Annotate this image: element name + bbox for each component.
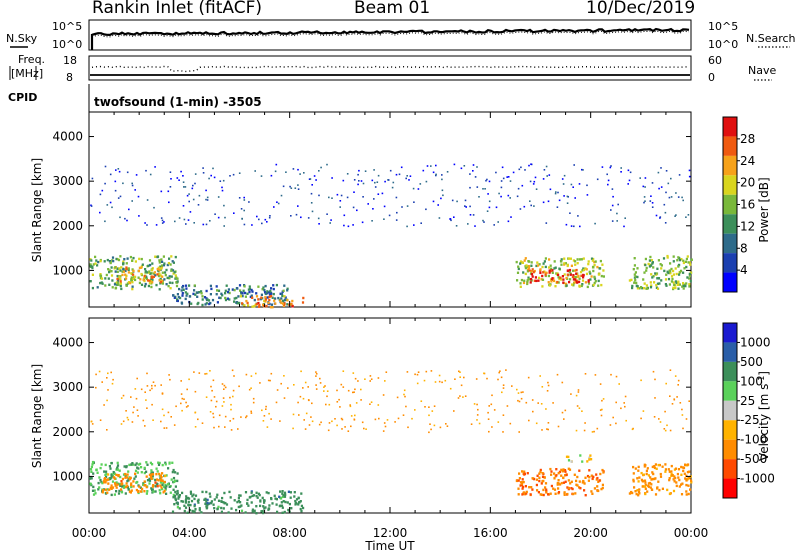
power-colorbar-label: Power [dB] xyxy=(757,177,771,242)
date-label: 10/Dec/2019 xyxy=(586,0,696,18)
colorbar-tick-label: 500 xyxy=(740,355,763,369)
freq-right-tick-top: 60 xyxy=(708,54,722,67)
ytick-label: 1000 xyxy=(52,263,83,277)
colorbar-swatch xyxy=(723,117,737,137)
xtick-label: 20:00 xyxy=(573,526,608,540)
colorbar-swatch xyxy=(723,400,737,421)
colorbar-swatch xyxy=(723,342,737,362)
power-scatter xyxy=(89,163,693,309)
colorbar-swatch xyxy=(723,361,737,382)
noise-right-tick-top: 10^5 xyxy=(708,20,738,33)
velocity-region-6 xyxy=(90,369,690,434)
velocity-scatter xyxy=(89,369,693,515)
xtick-label: 04:00 xyxy=(172,526,207,540)
colorbar-swatch xyxy=(723,478,737,498)
nave-label: Nave xyxy=(748,64,776,77)
nsky-label: N.Sky xyxy=(6,32,38,45)
colorbar-swatch xyxy=(723,136,737,156)
colorbar-swatch xyxy=(723,459,737,479)
cpid-text: twofsound (1-min) -3505 xyxy=(94,95,262,109)
velocity-ylabel: Slant Range [km] xyxy=(30,364,44,468)
colorbar-tick-label: 8 xyxy=(740,241,748,255)
power-region-4 xyxy=(515,257,605,289)
colorbar-tick-label: 28 xyxy=(740,132,755,146)
colorbar-swatch xyxy=(723,323,737,343)
ytick-label: 1000 xyxy=(52,469,83,483)
freq-left-tick-top: 18 xyxy=(63,54,77,67)
colorbar-swatch xyxy=(723,155,737,176)
time-xlabel: Time UT xyxy=(364,539,415,553)
colorbar-tick-label: 4 xyxy=(740,263,748,277)
velocity-region-1 xyxy=(101,472,167,494)
colorbar-tick-label: 25 xyxy=(740,394,755,408)
colorbar-tick-label: 1000 xyxy=(740,335,771,349)
power-ylabel: Slant Range [km] xyxy=(30,158,44,262)
power-region-3 xyxy=(239,295,305,309)
freq-label: Freq. xyxy=(18,53,45,66)
power-region-7 xyxy=(90,163,691,228)
colorbar-swatch xyxy=(723,253,737,273)
colorbar-tick-label: -500 xyxy=(740,452,767,466)
ytick-label: 4000 xyxy=(52,336,83,350)
colorbar-swatch xyxy=(723,214,737,234)
colorbar-tick-label: 20 xyxy=(740,176,755,190)
beam-label: Beam 01 xyxy=(354,0,431,18)
freq-trace xyxy=(91,65,689,73)
colorbar-swatch xyxy=(723,381,737,401)
ytick-label: 3000 xyxy=(52,380,83,394)
velocity-colorbar-label: Velocity [m s-1] xyxy=(757,371,772,461)
ytick-label: 4000 xyxy=(52,130,83,144)
colorbar-tick-label: 100 xyxy=(740,374,763,388)
colorbar-tick-label: -25 xyxy=(740,413,760,427)
colorbar-swatch xyxy=(723,175,737,195)
colorbar-tick-label: 24 xyxy=(740,154,755,168)
velocity-region-2 xyxy=(171,489,305,515)
power-region-2 xyxy=(172,283,289,307)
xtick-label: 00:00 xyxy=(72,526,107,540)
power-region-6 xyxy=(628,254,693,291)
freq-unit: [MHz] xyxy=(11,67,43,80)
power-panel: 1000 2000 3000 4000 Slant Range [km] 4 8 12 16… xyxy=(30,111,771,309)
velocity-region-4 xyxy=(565,454,593,463)
colorbar-swatch xyxy=(723,194,737,215)
noise-panel: N.Sky 10^5 10^0 10^5 10^0 N.Search xyxy=(6,19,796,51)
colorbar-swatch xyxy=(723,420,737,440)
noise-left-tick-bottom: 10^0 xyxy=(52,38,82,51)
colorbar-tick-label: 12 xyxy=(740,219,755,233)
colorbar-tick-label: -100 xyxy=(740,433,767,447)
colorbar-swatch xyxy=(723,439,737,460)
velocity-panel: 1000 2000 3000 4000 00:00 04:00 08:00 12:00 16:… xyxy=(30,317,775,553)
xtick-label: 08:00 xyxy=(272,526,307,540)
ytick-label: 3000 xyxy=(52,174,83,188)
power-region-0 xyxy=(89,255,179,291)
cpid-label: CPID xyxy=(8,91,37,104)
freq-left-tick-bottom: 8 xyxy=(66,71,73,84)
nsky-trace xyxy=(90,27,690,50)
ytick-label: 2000 xyxy=(52,425,83,439)
ytick-label: 2000 xyxy=(52,219,83,233)
xtick-label: 16:00 xyxy=(473,526,508,540)
xtick-label: 12:00 xyxy=(373,526,408,540)
colorbar-swatch xyxy=(723,272,737,292)
freq-panel: Freq. [MHz] 18 8 60 0 Nave xyxy=(9,53,776,84)
noise-left-tick-top: 10^5 xyxy=(52,20,82,33)
power-region-1 xyxy=(114,266,164,285)
station-title: Rankin Inlet (fitACF) xyxy=(92,0,263,18)
colorbar-tick-label: -1000 xyxy=(740,472,775,486)
freq-right-tick-bottom: 0 xyxy=(708,71,715,84)
velocity-region-5 xyxy=(628,463,693,497)
velocity-region-3 xyxy=(515,467,605,497)
cpid-panel: CPID twofsound (1-min) -3505 xyxy=(8,84,262,112)
colorbar-tick-label: 16 xyxy=(740,198,755,212)
colorbar-swatch xyxy=(723,233,737,254)
power-region-5 xyxy=(528,268,593,284)
velocity-colorbar: 1000 500 100 25 -25 -100 -500 -1000 xyxy=(722,322,775,499)
noise-right-tick-bottom: 10^0 xyxy=(708,38,738,51)
xtick-label: 00:00 xyxy=(674,526,709,540)
nsearch-label: N.Search xyxy=(746,32,796,45)
power-colorbar: 4 8 12 16 20 24 28 xyxy=(722,116,755,293)
